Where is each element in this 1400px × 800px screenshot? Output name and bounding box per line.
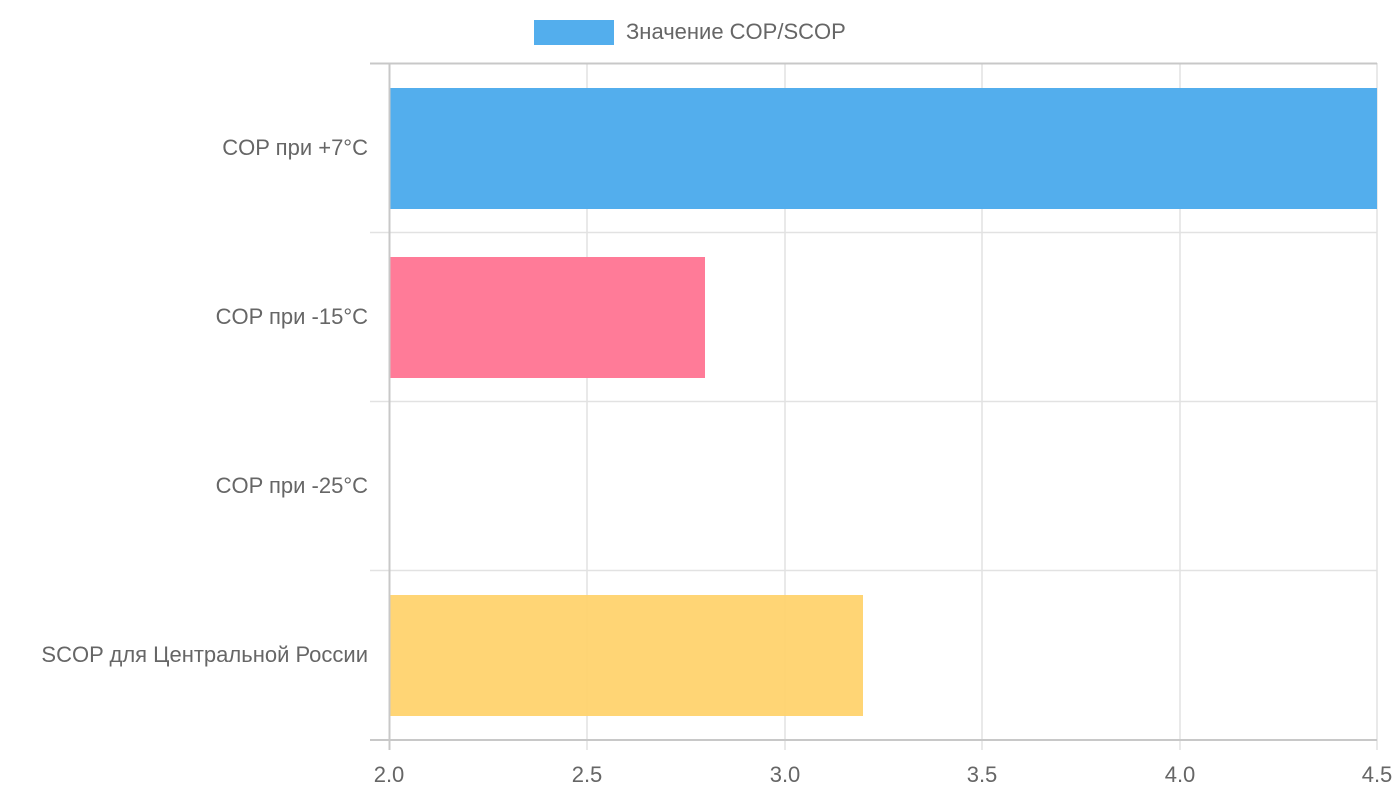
- x-tick-label: 3.5: [966, 762, 998, 787]
- y-label-cop-plus7: COP при +7°C: [222, 135, 368, 160]
- y-label-scop-central-russia: SCOP для Центральной России: [41, 642, 368, 667]
- x-tick-label: 2.0: [373, 762, 405, 787]
- bar-cop-minus15[interactable]: [389, 257, 705, 378]
- y-label-cop-minus25: COP при -25°C: [215, 473, 368, 498]
- y-label-cop-minus15: COP при -15°C: [215, 304, 368, 329]
- bar-scop-central-russia[interactable]: [389, 595, 863, 716]
- x-tick-label: 4.0: [1164, 762, 1196, 787]
- y-gridlines: [370, 231, 1377, 572]
- chart-legend[interactable]: Значение COP/SCOP: [534, 18, 846, 46]
- legend-swatch: [534, 19, 614, 45]
- legend-label: Значение COP/SCOP: [626, 19, 846, 44]
- x-tick-label: 4.5: [1361, 762, 1393, 787]
- bar-cop-plus7[interactable]: [389, 88, 1377, 209]
- x-tick-label: 2.5: [571, 762, 603, 787]
- x-tick-label: 3.0: [769, 762, 801, 787]
